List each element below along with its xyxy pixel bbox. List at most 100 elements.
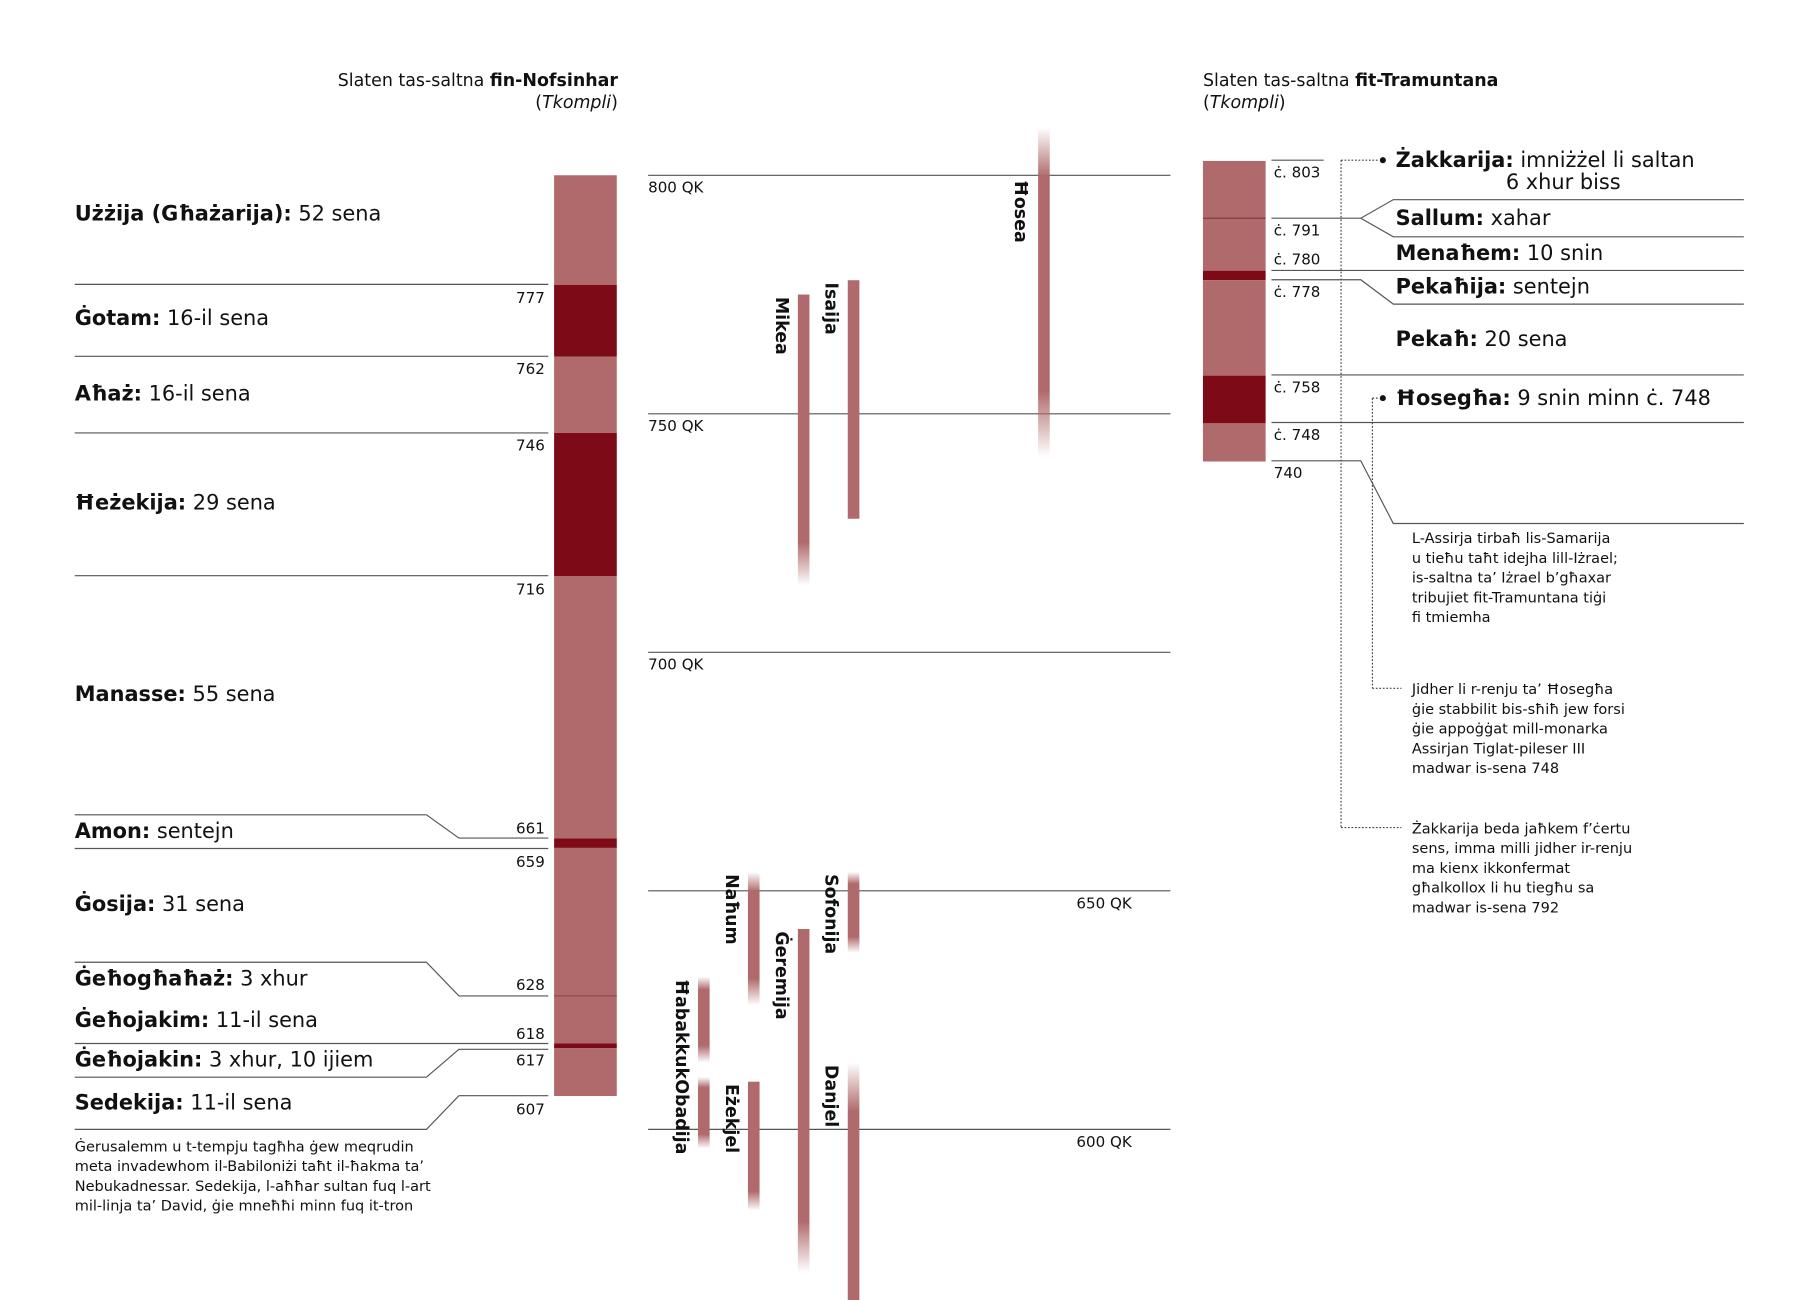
king-reign: 3 xhur, 10 ijiem bbox=[202, 1048, 373, 1072]
north-king-label: Pekaħ: 20 sena bbox=[1396, 327, 1568, 351]
south-footnote-line: meta invadewhom il-Babiloniżi taħt il-ħa… bbox=[75, 1159, 424, 1175]
king-name: Menaħem: bbox=[1396, 241, 1521, 265]
king-name: Ħeżekija: bbox=[75, 491, 186, 515]
reign-divider-line bbox=[74, 814, 549, 839]
reign-bar-segment bbox=[1202, 218, 1266, 271]
year-label: ċ. 758 bbox=[1274, 378, 1321, 396]
north-king-label: Sallum: xahar bbox=[1396, 206, 1551, 230]
king-reign: 11-il sena bbox=[184, 1091, 293, 1115]
reign-divider-line bbox=[74, 1095, 549, 1130]
south-king-label: Użżija (Għażarija): 52 sena bbox=[75, 202, 382, 226]
south-king-label: Ħeżekija: 29 sena bbox=[75, 491, 276, 515]
prophet-activity-bar bbox=[847, 871, 860, 953]
south-king-label: Manasse: 55 sena bbox=[75, 682, 276, 706]
king-name: Ħosegħa: bbox=[1396, 386, 1511, 410]
king-reign: 9 snin minn ċ. 748 bbox=[1511, 386, 1711, 410]
king-name: Pekaħ: bbox=[1396, 327, 1478, 351]
reign-bar-segment bbox=[554, 175, 617, 285]
year-label: 659 bbox=[516, 853, 545, 871]
king-name: Żakkarija: bbox=[1396, 147, 1514, 172]
prophet-activity-bar bbox=[847, 280, 860, 519]
king-reign: 16-il sena bbox=[160, 306, 269, 330]
north-note-line: fi tmiemha bbox=[1412, 610, 1491, 626]
south-king-label: Sedekija: 11-il sena bbox=[75, 1091, 293, 1115]
prophet-activity-bar bbox=[698, 976, 710, 1063]
reign-bar-segment bbox=[1202, 280, 1266, 376]
north-note-line: għalkollox li hu tiegħu sa bbox=[1412, 881, 1594, 897]
reign-divider-line bbox=[1360, 217, 1744, 238]
year-label: ċ. 778 bbox=[1274, 283, 1321, 301]
reign-bar-segment bbox=[554, 284, 617, 357]
year-label: 661 bbox=[516, 819, 545, 837]
king-reign: sentejn bbox=[150, 819, 234, 843]
prophet-label: Naħum bbox=[721, 874, 741, 945]
south-king-label: Ġeħojakin: 3 xhur, 10 ijiem bbox=[75, 1047, 374, 1072]
king-name: Użżija (Għażarija): bbox=[75, 202, 292, 226]
year-label: 762 bbox=[516, 360, 545, 378]
king-name: Pekaħija: bbox=[1396, 275, 1507, 299]
leader-dot bbox=[1379, 157, 1386, 164]
year-label: 740 bbox=[1274, 464, 1303, 482]
king-reign: sentejn bbox=[1506, 275, 1590, 299]
leader-dot bbox=[1379, 395, 1386, 402]
king-reign: 31 sena bbox=[155, 892, 245, 916]
reign-bar-segment bbox=[1202, 270, 1266, 281]
north-king-label: Menaħem: 10 snin bbox=[1396, 241, 1604, 265]
reign-bar-segment bbox=[554, 1043, 617, 1049]
year-label: ċ. 791 bbox=[1274, 222, 1321, 240]
north-note-line: sens, imma milli jidher ir-renju bbox=[1412, 841, 1632, 857]
north-king-label: Ħosegħa: 9 snin minn ċ. 748 bbox=[1396, 386, 1711, 410]
reign-bar-segment bbox=[554, 356, 617, 433]
prophet-label: Ħosea bbox=[1010, 180, 1030, 243]
prophet-label: Mikea bbox=[771, 297, 791, 355]
year-label: 628 bbox=[516, 976, 545, 994]
north-king-reign-continued: 6 xhur biss bbox=[1506, 170, 1621, 194]
king-name: Ġeħojakin: bbox=[75, 1047, 203, 1072]
prophet-label: Sofonija bbox=[821, 874, 841, 954]
south-subtitle: (Tkompli) bbox=[535, 93, 618, 113]
year-label: 607 bbox=[516, 1100, 545, 1118]
year-tick-label: 600 QK bbox=[1076, 1133, 1132, 1151]
king-reign: imniżżel li saltan bbox=[1514, 148, 1695, 172]
king-reign: 29 sena bbox=[186, 491, 276, 515]
reign-bar-segment bbox=[1202, 160, 1266, 219]
reign-bar-segment bbox=[1202, 375, 1266, 424]
south-king-label: Ġeħogħaħaż: 3 xhur bbox=[75, 965, 308, 990]
reign-bar-segment bbox=[554, 838, 617, 848]
south-king-label: Aħaż: 16-il sena bbox=[75, 381, 251, 405]
prophet-label: Ġeremija bbox=[771, 931, 793, 1019]
north-note-line: L-Assirja tirbaħ lis-Samarija bbox=[1412, 531, 1611, 547]
king-name: Ġeħojakim: bbox=[75, 1007, 210, 1032]
prophet-activity-bar bbox=[797, 294, 810, 586]
south-footnote-line: Ġerusalemm u t-tempju tagħha ġew meqrudi… bbox=[75, 1137, 414, 1155]
king-reign: 20 sena bbox=[1478, 327, 1568, 351]
south-footnote-line: mil-linja ta’ David, ġie mneħħi minn fuq… bbox=[75, 1199, 413, 1215]
king-name: Ġeħogħaħaż: bbox=[75, 965, 234, 990]
reign-bar-segment bbox=[554, 432, 617, 576]
prophet-activity-bar bbox=[747, 1081, 760, 1211]
year-label: 777 bbox=[516, 289, 545, 307]
north-note-line: is-saltna ta’ Iżrael b’għaxar bbox=[1412, 571, 1611, 587]
year-label: 716 bbox=[516, 580, 545, 598]
north-note-line: u tieħu taħt idejha lill-Iżrael; bbox=[1412, 551, 1618, 567]
prophet-activity-bar bbox=[698, 1076, 710, 1149]
north-king-label: Żakkarija: imniżżel li saltan bbox=[1396, 147, 1695, 172]
reign-bar-segment bbox=[554, 995, 617, 1044]
reign-divider-line bbox=[1271, 199, 1744, 219]
south-footnote-line: Nebukadnessar. Sedekija, l-aħħar sultan … bbox=[75, 1179, 431, 1195]
prophet-label: Isaija bbox=[821, 283, 841, 335]
reign-divider-line bbox=[1271, 460, 1744, 525]
north-note-line: ma kienx ikkonfermat bbox=[1412, 861, 1570, 877]
south-king-label: Ġeħojakim: 11-il sena bbox=[75, 1007, 318, 1032]
year-label: 746 bbox=[516, 436, 545, 454]
king-name: Manasse: bbox=[75, 682, 186, 706]
king-reign: 55 sena bbox=[186, 682, 276, 706]
year-label: ċ. 748 bbox=[1274, 426, 1321, 444]
king-name: Sedekija: bbox=[75, 1091, 184, 1115]
king-name: Ġotam: bbox=[75, 305, 161, 330]
north-note-line: Assirjan Tiglat-pileser III bbox=[1412, 741, 1585, 757]
year-label: 617 bbox=[516, 1052, 545, 1070]
king-reign: 3 xhur bbox=[233, 966, 307, 990]
north-note-line: Jidher li r-renju ta’ Ħosegħa bbox=[1411, 682, 1613, 698]
